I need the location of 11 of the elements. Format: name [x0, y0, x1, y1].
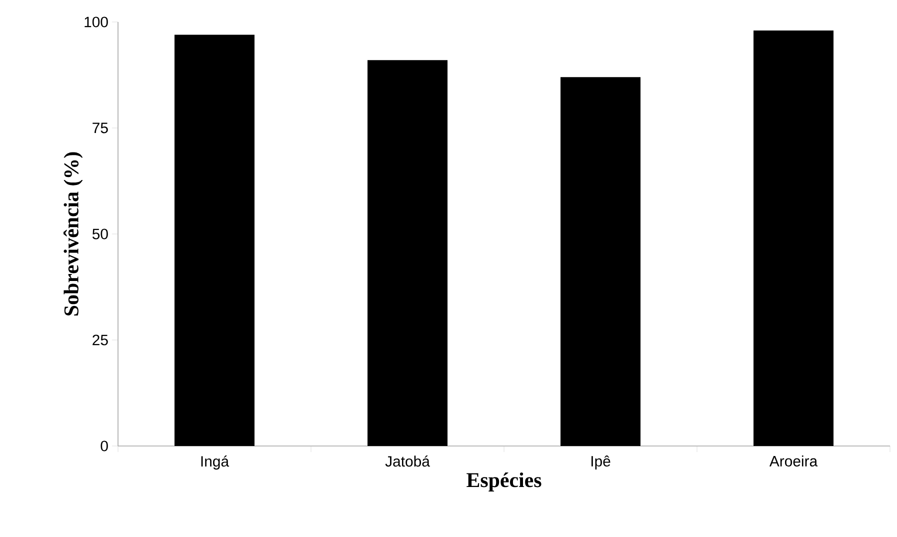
x-tick-label: Ingá: [201, 456, 230, 470]
x-tick-label: Aroeira: [769, 456, 818, 466]
y-tick-label: 25: [92, 334, 108, 346]
y-tick-label: 0: [100, 440, 108, 452]
y-axis-title: Sobrevivência (%): [64, 152, 83, 316]
x-tick-label: Jatobá: [385, 456, 430, 467]
y-tick-label: 50: [92, 228, 108, 240]
y-tick-label: 100: [84, 16, 108, 28]
y-tick-label: 75: [92, 122, 108, 134]
x-tick-label: Ipê: [591, 456, 610, 470]
x-axis-title: Espécies: [466, 472, 542, 492]
